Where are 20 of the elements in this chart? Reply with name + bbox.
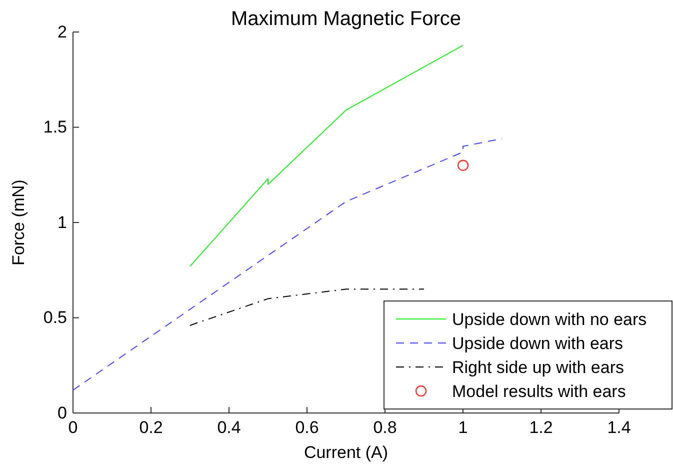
legend-label: Upside down with ears (452, 334, 624, 353)
y-tick-label: 1 (58, 212, 67, 232)
y-axis-title: Force (mN) (9, 180, 28, 266)
legend-label: Upside down with no ears (452, 310, 647, 329)
line-series (190, 44, 464, 267)
x-tick-label: 0.4 (217, 418, 241, 438)
y-tick-label: 0 (58, 403, 67, 422)
x-tick-label: 0.6 (295, 418, 319, 438)
y-tick-label: 0.5 (43, 308, 67, 328)
x-tick-label: 1.4 (607, 418, 631, 438)
chart-title: Maximum Magnetic Force (230, 8, 462, 30)
y-tick-label: 2 (58, 22, 67, 42)
x-tick-label: 0.2 (139, 418, 163, 438)
x-tick-label: 1.2 (529, 418, 553, 438)
x-tick-label: 1 (458, 418, 468, 438)
legend-label: Right side up with ears (452, 358, 624, 377)
x-tick-label: 0.8 (373, 418, 397, 438)
x-axis-title: Current (A) (304, 443, 388, 462)
y-tick-label: 1.5 (43, 118, 67, 137)
legend-label: Model results with ears (452, 382, 626, 401)
